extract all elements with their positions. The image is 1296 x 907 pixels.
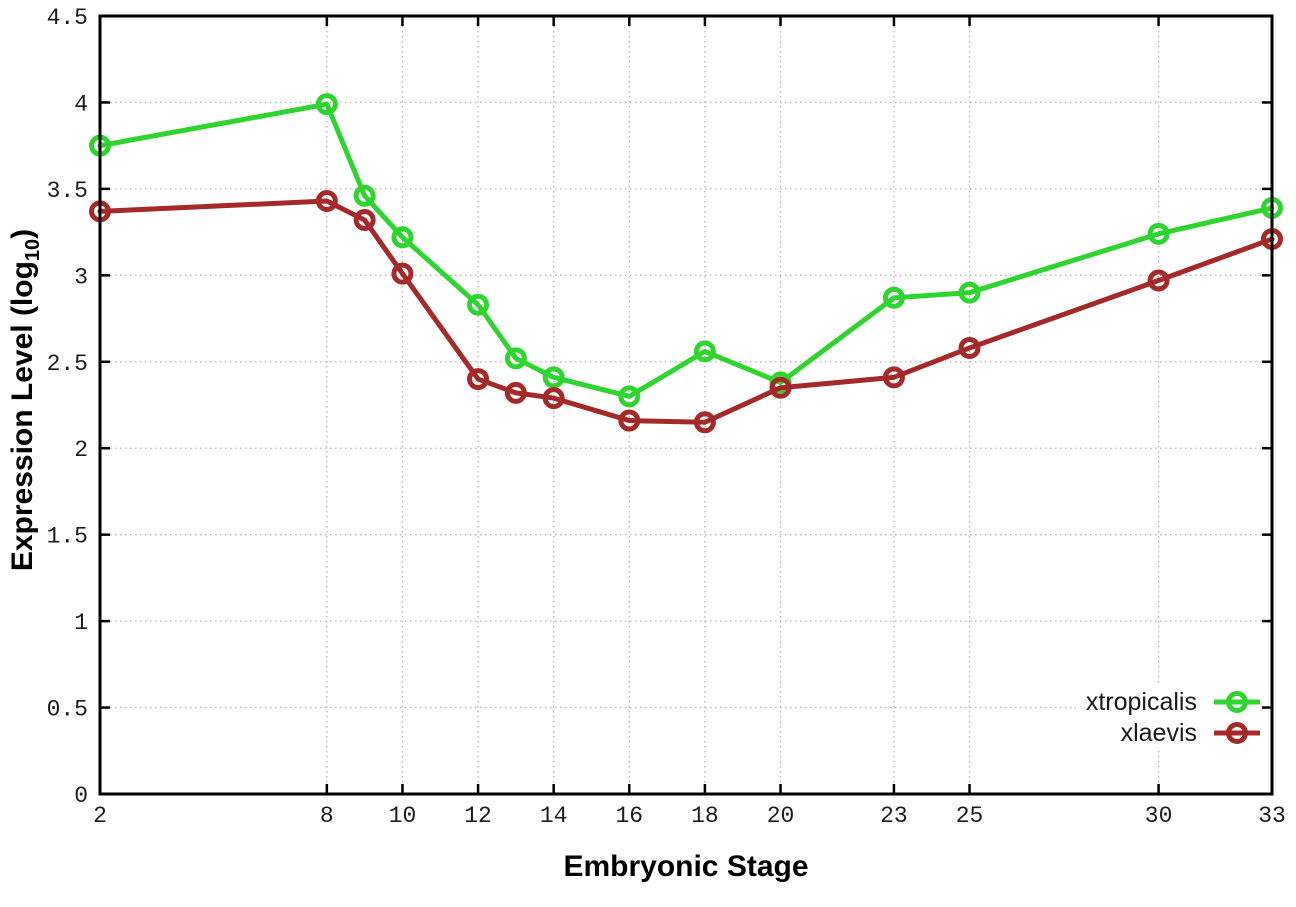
y-axis-title-subscript: 10: [22, 239, 44, 261]
y-axis-title: Expression Level (log10): [6, 229, 44, 571]
y-tick-label: 4.5: [47, 5, 88, 31]
data-point-xtropicalis: [467, 293, 490, 316]
data-point-xlaevis: [958, 336, 981, 359]
x-tick-label: 23: [880, 803, 908, 829]
x-tick-label: 33: [1258, 803, 1286, 829]
y-tick-label: 1.5: [47, 524, 88, 550]
data-point-xtropicalis: [315, 93, 338, 116]
x-tick-label: 14: [540, 803, 568, 829]
data-point-xtropicalis: [693, 340, 716, 363]
x-tick-label: 30: [1145, 803, 1173, 829]
tick-layer: [98, 14, 1274, 796]
x-tick-label: 12: [464, 803, 492, 829]
x-tick-label: 10: [389, 803, 417, 829]
y-tick-label: 2: [74, 437, 88, 463]
y-tick-label: 3.5: [47, 178, 88, 204]
data-point-xlaevis: [618, 409, 641, 432]
tick-label-layer: 2 8 10 12 14 16 18 20 23 25 30 33 0 0.5 1 1.5 2 2.5 3 3.5 4 4…: [47, 5, 1286, 829]
x-tick-label: 8: [320, 803, 334, 829]
data-point-xtropicalis: [504, 347, 527, 370]
data-point-xlaevis: [467, 368, 490, 391]
x-tick-label: 18: [691, 803, 719, 829]
data-point-xtropicalis: [958, 281, 981, 304]
y-tick-label: 1: [74, 610, 88, 636]
data-point-xtropicalis: [542, 366, 565, 389]
y-tick-label: 0.5: [47, 697, 88, 723]
data-point-xlaevis: [769, 376, 792, 399]
data-point-xlaevis: [882, 366, 905, 389]
data-point-xtropicalis: [353, 184, 376, 207]
data-point-xtropicalis: [1147, 222, 1170, 245]
x-tick-label: 20: [767, 803, 795, 829]
data-point-xlaevis: [391, 262, 414, 285]
legend: xtropicalis xlaevis: [1076, 685, 1262, 751]
legend-label-xtropicalis: xtropicalis: [1086, 688, 1197, 716]
y-tick-label: 3: [74, 264, 88, 290]
series-line-xlaevis: [97, 198, 1275, 425]
data-point-xlaevis: [353, 209, 376, 232]
plot-border: [98, 14, 1274, 796]
y-axis-title-close: ): [6, 229, 39, 239]
legend-marker-icon-xtropicalis: [1226, 691, 1248, 713]
legend-marker-icon-xlaevis: [1226, 722, 1248, 744]
x-tick-label: 2: [93, 803, 107, 829]
data-point-xlaevis: [542, 387, 565, 410]
y-axis-title-main: Expression Level (log: [6, 261, 39, 571]
data-point-xlaevis: [315, 189, 338, 212]
legend-label-xlaevis: xlaevis: [1121, 719, 1197, 747]
data-point-xlaevis: [1147, 269, 1170, 292]
data-point-xtropicalis: [391, 226, 414, 249]
x-tick-label: 25: [956, 803, 984, 829]
data-point-xlaevis: [693, 411, 716, 434]
legend-entry-xlaevis: xlaevis: [1121, 719, 1260, 747]
y-tick-label: 2.5: [47, 351, 88, 377]
series-layer: [89, 93, 1283, 434]
legend-entry-xtropicalis: xtropicalis: [1086, 688, 1260, 716]
data-point-xtropicalis: [618, 385, 641, 408]
data-point-xlaevis: [504, 381, 527, 404]
x-tick-label: 16: [615, 803, 643, 829]
grid-layer: [100, 16, 1272, 794]
series-line-xtropicalis: [97, 101, 1275, 399]
x-axis-title: Embryonic Stage: [563, 850, 808, 883]
data-point-xtropicalis: [882, 286, 905, 309]
y-tick-label: 4: [74, 91, 88, 117]
y-tick-label: 0: [74, 783, 88, 809]
